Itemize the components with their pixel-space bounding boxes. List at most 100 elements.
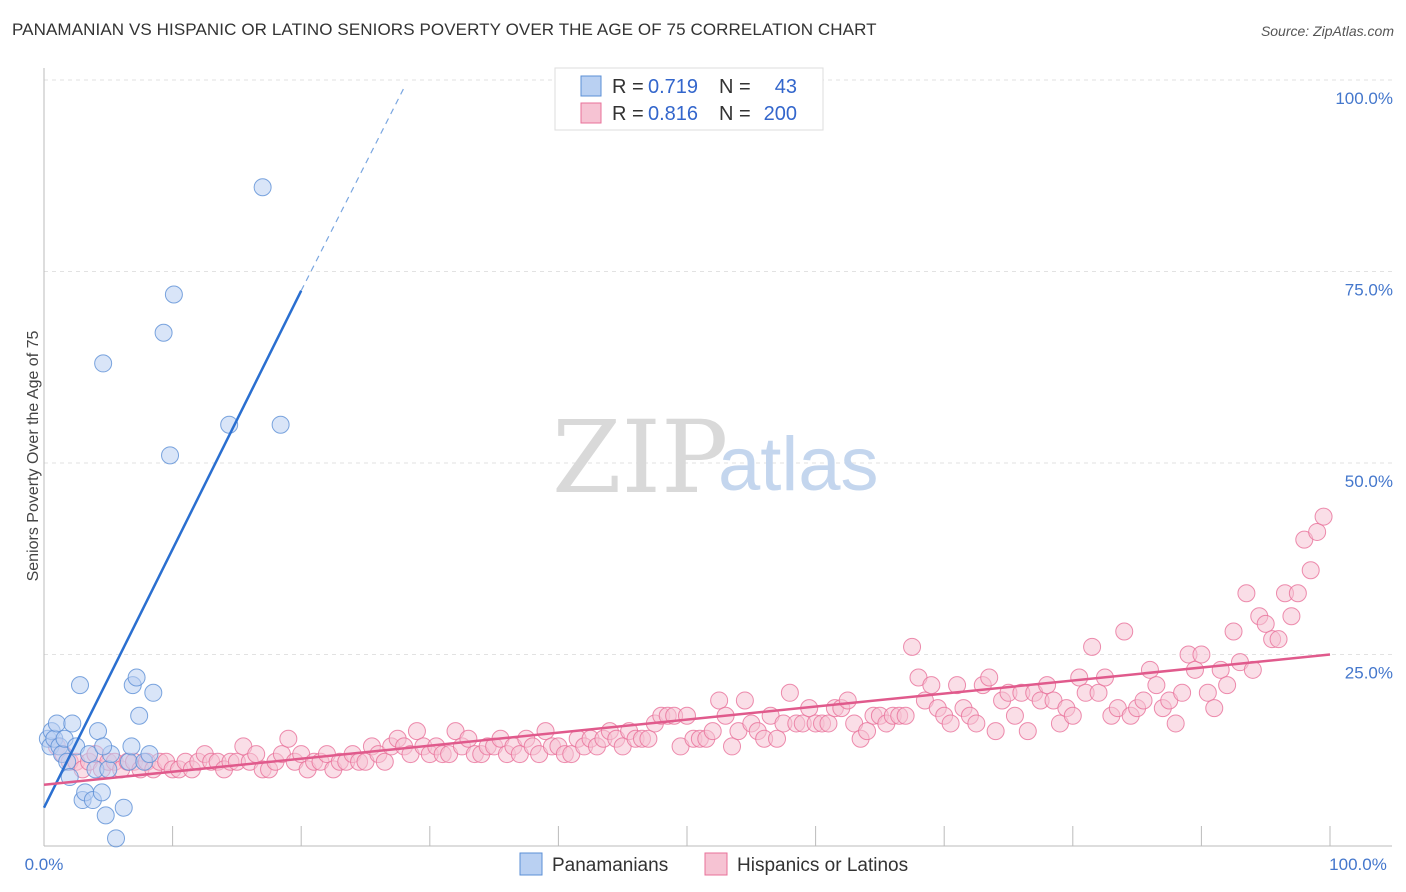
data-point xyxy=(1038,676,1057,695)
watermark-atlas: atlas xyxy=(718,422,879,507)
data-point xyxy=(922,676,941,695)
data-point xyxy=(1166,714,1185,733)
data-point xyxy=(941,714,960,733)
data-point xyxy=(1256,614,1275,633)
data-point xyxy=(1070,668,1089,687)
gridlines xyxy=(44,79,1392,655)
bottom-legend-hispanics: Hispanics or Latinos xyxy=(737,855,908,876)
legend-n-value-1: 43 xyxy=(775,76,797,98)
data-point xyxy=(768,729,787,748)
data-point xyxy=(140,745,159,764)
legend-n-label-2: N = xyxy=(719,103,751,125)
data-point xyxy=(1314,507,1333,526)
source-credit: Source: ZipAtlas.com xyxy=(1260,23,1394,39)
legend: R = 0.719 N = 43 R = 0.816 N = 200 xyxy=(554,67,824,131)
data-point xyxy=(119,752,138,771)
trend-lines xyxy=(42,87,1331,809)
data-point xyxy=(703,722,722,741)
data-point xyxy=(154,323,173,342)
data-point xyxy=(161,446,180,465)
data-point xyxy=(99,760,118,779)
data-point xyxy=(1282,607,1301,626)
data-point xyxy=(858,722,877,741)
panamanian-trend-extension xyxy=(300,87,405,291)
data-point xyxy=(1018,722,1037,741)
data-point xyxy=(1005,706,1024,725)
data-point xyxy=(271,415,290,434)
data-point xyxy=(819,714,838,733)
data-point xyxy=(127,668,146,687)
data-point xyxy=(459,729,478,748)
data-point xyxy=(122,737,141,756)
data-point xyxy=(71,676,90,695)
panamanian-trend-line xyxy=(42,290,303,809)
data-point xyxy=(407,722,426,741)
data-point xyxy=(1198,683,1217,702)
data-point xyxy=(639,729,658,748)
y-axis-label: Seniors Poverty Over the Age of 75 xyxy=(25,331,42,582)
data-point xyxy=(80,745,99,764)
data-point xyxy=(94,354,113,373)
data-point xyxy=(1089,683,1108,702)
watermark-zip: ZIP xyxy=(552,399,728,516)
data-point xyxy=(980,668,999,687)
data-point xyxy=(1205,699,1224,718)
data-point xyxy=(678,706,696,725)
data-point xyxy=(903,637,922,656)
data-point xyxy=(47,714,66,733)
data-point xyxy=(735,691,754,710)
legend-n-value-2: 200 xyxy=(764,103,797,125)
data-point xyxy=(1288,584,1307,603)
data-point xyxy=(1308,522,1327,541)
hispanic-points xyxy=(47,507,1333,779)
data-point xyxy=(130,706,149,725)
bottom-legend-swatch-blue xyxy=(519,852,543,876)
data-point xyxy=(63,714,82,733)
data-point xyxy=(1063,706,1082,725)
data-point xyxy=(1140,660,1159,679)
data-point xyxy=(89,722,108,741)
data-point xyxy=(96,806,115,825)
x-tick-label-min: 0.0% xyxy=(25,855,64,874)
data-point xyxy=(114,798,133,817)
legend-r-label-1: R = xyxy=(612,76,644,98)
data-point xyxy=(838,691,857,710)
data-point xyxy=(279,729,298,748)
data-point xyxy=(948,676,967,695)
data-point xyxy=(164,285,183,304)
data-point xyxy=(1269,630,1288,649)
legend-n-label-1: N = xyxy=(719,76,751,98)
legend-r-value-1: 0.719 xyxy=(648,76,698,98)
data-point xyxy=(896,706,915,725)
x-tick-label-max: 100.0% xyxy=(1329,855,1387,874)
legend-r-label-2: R = xyxy=(612,103,644,125)
chart-title: PANAMANIAN VS HISPANIC OR LATINO SENIORS… xyxy=(12,20,877,39)
data-point xyxy=(247,745,266,764)
data-point xyxy=(1237,584,1256,603)
bottom-legend-swatch-pink xyxy=(704,852,728,876)
data-point xyxy=(94,737,113,756)
data-point xyxy=(1301,561,1320,580)
data-point xyxy=(253,178,272,197)
data-point xyxy=(1134,691,1153,710)
data-point xyxy=(107,829,126,848)
data-point xyxy=(986,722,1005,741)
data-point xyxy=(1192,645,1211,664)
data-point xyxy=(710,691,729,710)
data-point xyxy=(1083,637,1102,656)
y-tick-label: 100.0% xyxy=(1335,89,1393,108)
bottom-legend: Panamanians Hispanics or Latinos xyxy=(519,852,908,876)
data-point xyxy=(144,683,163,702)
legend-r-value-2: 0.816 xyxy=(648,103,698,125)
data-point xyxy=(1115,622,1134,641)
hispanic-trend-line xyxy=(43,653,1331,786)
data-point xyxy=(92,783,111,802)
panamanian-points xyxy=(38,178,290,848)
bottom-legend-panamanians: Panamanians xyxy=(552,855,668,876)
data-point xyxy=(1224,622,1243,641)
legend-swatch-pink xyxy=(580,102,602,124)
data-point xyxy=(723,737,742,756)
x-axis-ticks xyxy=(43,826,1331,846)
y-tick-label: 25.0% xyxy=(1345,664,1393,683)
